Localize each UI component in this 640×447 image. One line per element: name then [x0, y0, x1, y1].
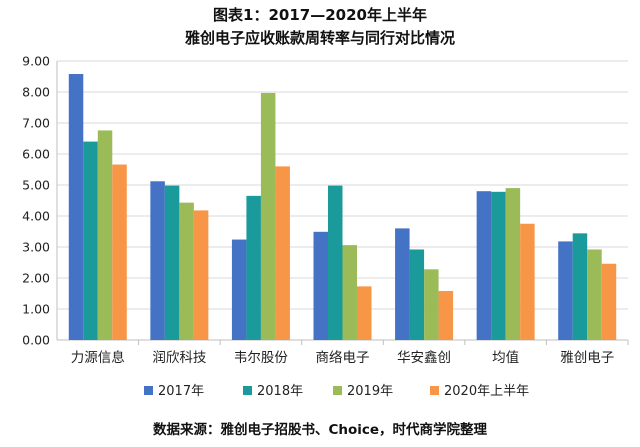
bar: [409, 249, 425, 340]
legend-swatch: [333, 386, 342, 395]
x-tick-label: 商络电子: [316, 350, 370, 366]
bar: [83, 141, 98, 340]
legend-label: 2018年: [257, 384, 303, 399]
legend-swatch: [144, 386, 153, 395]
chart-title: 图表1：2017—2020年上半年: [213, 6, 427, 24]
y-tick-label: 2.00: [22, 271, 50, 286]
y-tick-label: 3.00: [22, 240, 50, 255]
x-tick-label: 华安鑫创: [397, 349, 451, 366]
bar: [438, 291, 454, 340]
bar: [112, 164, 127, 340]
bar: [246, 195, 261, 340]
legend-label: 2020年上半年: [444, 384, 529, 399]
y-tick-label: 7.00: [22, 116, 50, 131]
legend-label: 2017年: [158, 384, 204, 399]
bar: [601, 263, 617, 340]
bar: [476, 191, 492, 340]
bar: [328, 185, 343, 340]
bar: [68, 74, 84, 341]
y-tick-label: 1.00: [22, 302, 50, 317]
source-note: 数据来源：雅创电子招股书、Choice，时代商学院整理: [152, 422, 488, 438]
bar: [260, 92, 276, 341]
bar: [491, 191, 506, 340]
bar: [505, 188, 521, 340]
bar: [520, 223, 535, 340]
bar: [164, 185, 180, 340]
y-tick-label: 4.00: [22, 209, 50, 224]
bar: [179, 202, 194, 340]
y-tick-label: 0.00: [22, 333, 50, 348]
x-tick-label: 润欣科技: [152, 350, 206, 366]
bar: [342, 245, 357, 340]
bar: [424, 269, 439, 340]
bar: [587, 249, 602, 340]
x-tick-label: 雅创电子: [560, 350, 614, 366]
x-tick-label: 韦尔股份: [234, 350, 288, 366]
bar: [150, 181, 165, 340]
y-tick-label: 6.00: [22, 147, 50, 162]
legend-swatch: [430, 386, 439, 395]
y-tick-label: 5.00: [22, 178, 50, 193]
bar: [275, 166, 290, 340]
bar: [395, 228, 410, 340]
bar: [558, 241, 573, 340]
chart-subtitle: 雅创电子应收账款周转率与同行对比情况: [184, 29, 455, 47]
legend-swatch: [243, 386, 252, 395]
x-tick-label: 力源信息: [71, 349, 125, 366]
bar: [193, 210, 209, 340]
bar: [313, 231, 328, 340]
x-tick-label: 均值: [492, 350, 519, 366]
y-tick-label: 9.00: [22, 54, 50, 69]
y-tick-label: 8.00: [22, 85, 50, 100]
bar: [357, 286, 372, 340]
bar: [231, 239, 247, 340]
legend-label: 2019年: [347, 384, 393, 399]
bar: [572, 233, 588, 340]
bar: [97, 130, 113, 340]
